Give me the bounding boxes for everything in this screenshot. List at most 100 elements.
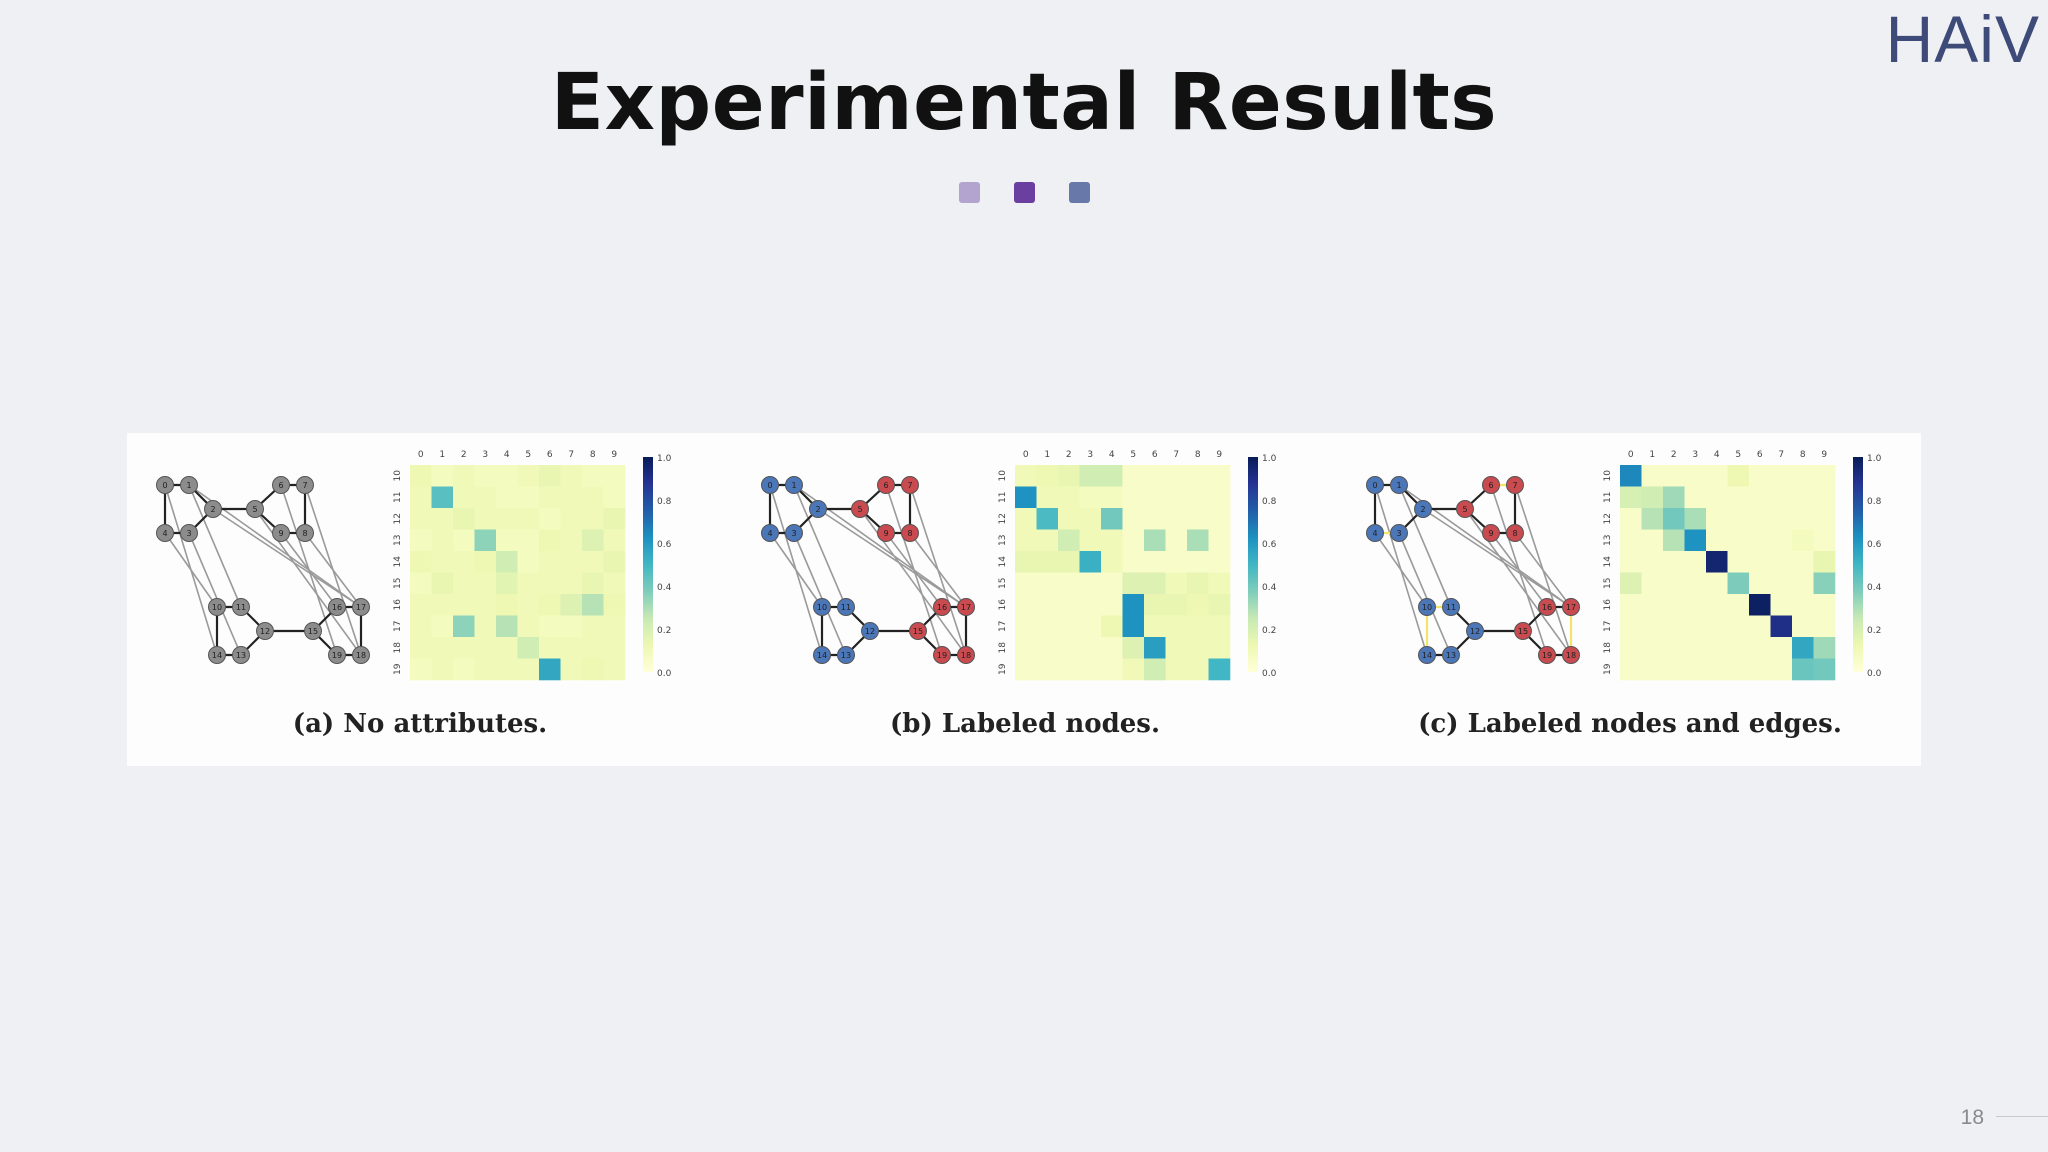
heatmap-cell [431, 529, 454, 552]
heatmap-cell [1187, 465, 1209, 487]
heatmap-cell [1079, 508, 1102, 530]
graph-cross-edge [164, 532, 218, 608]
heatmap-cell [1813, 637, 1836, 659]
heatmap-cell [1663, 551, 1685, 573]
graph-node-0 [1366, 476, 1384, 494]
heatmap-cell [1015, 615, 1037, 638]
graph-node-14 [813, 646, 831, 664]
heatmap-cell [1144, 594, 1166, 616]
heatmap-cell [1813, 486, 1836, 509]
colorbar [643, 457, 653, 672]
graph-node-label: 17 [961, 603, 971, 612]
heatmap-cell [410, 529, 432, 552]
heatmap-cell [1770, 486, 1793, 509]
heatmap-cell [1165, 572, 1188, 595]
colorbar-tick: 0.0 [657, 669, 672, 679]
graph-node-label: 18 [961, 651, 971, 660]
heatmap-cell [560, 615, 583, 638]
heatmap-cell [1187, 658, 1209, 681]
graph-node-6 [1482, 476, 1500, 494]
graph-node-8 [1506, 524, 1524, 542]
heatmap-cell [496, 465, 518, 487]
heatmap-cell [1684, 637, 1707, 659]
graph-node-6 [877, 476, 895, 494]
graph-node-0 [156, 476, 174, 494]
heatmap-x-tick: 0 [1023, 450, 1029, 460]
graph-node-label: 11 [236, 603, 246, 612]
heatmap-cell [1015, 551, 1037, 573]
heatmap-cell [1101, 465, 1123, 487]
heatmap-cell [1058, 594, 1080, 616]
heatmap-y-tick: 10 [998, 470, 1008, 482]
heatmap-cell [431, 615, 454, 638]
heatmap-cell [1641, 465, 1664, 487]
heatmap-cell [474, 615, 497, 638]
heatmap-cell [410, 572, 432, 595]
heatmap-x-tick: 3 [482, 450, 488, 460]
heatmap-cell [410, 594, 432, 616]
heatmap-cell [1036, 594, 1059, 616]
heatmap-cell [1079, 615, 1102, 638]
heatmap-x-tick: 7 [1778, 450, 1784, 460]
heatmap-y-tick: 14 [1603, 556, 1613, 568]
heatmap-cell [1101, 529, 1123, 552]
heatmap-cell [474, 529, 497, 552]
graph-node-3 [180, 524, 198, 542]
graph-node-17 [957, 598, 975, 616]
heatmap-cell [1208, 486, 1231, 509]
heatmap-cell [1706, 594, 1728, 616]
graph-cross-edge [817, 508, 967, 608]
heatmap-y-tick: 16 [1603, 599, 1613, 611]
heatmap-cell [560, 572, 583, 595]
heatmap-cell [1727, 529, 1750, 552]
heatmap-cell [1058, 551, 1080, 573]
graph-node-2 [1414, 500, 1432, 518]
heatmap-x-tick: 9 [611, 450, 617, 460]
heatmap-cell [582, 658, 604, 681]
colorbar-tick: 1.0 [657, 454, 672, 464]
heatmap-cell [1015, 529, 1037, 552]
heatmap-cell [603, 486, 626, 509]
heatmap-x-tick: 2 [1671, 450, 1677, 460]
heatmap-cell [1641, 615, 1664, 638]
heatmap-cell [517, 508, 540, 530]
heatmap-cell [517, 572, 540, 595]
heatmap-cell [1187, 529, 1209, 552]
heatmap-cell [539, 486, 561, 509]
graph-node-5 [1456, 500, 1474, 518]
heatmap-x-tick: 6 [1152, 450, 1158, 460]
heatmap-2: 0 1 2 3 4 5 6 7 8 9101112131415161718191.00.80.60… [1603, 450, 1882, 681]
graph-cross-edge [188, 532, 242, 656]
graph-node-14 [208, 646, 226, 664]
heatmap-cell [1165, 508, 1188, 530]
heatmap-cell [1749, 594, 1771, 616]
heatmap-x-tick: 5 [1130, 450, 1136, 460]
heatmap-cell [1165, 529, 1188, 552]
graph-node-label: 2 [1420, 505, 1425, 514]
heatmap-cell [1101, 594, 1123, 616]
heatmap-cell [1684, 529, 1707, 552]
heatmap-x-tick: 0 [1628, 450, 1634, 460]
heatmap-cell [1663, 508, 1685, 530]
graph-node-label: 8 [1512, 529, 1517, 538]
heatmap-cell [539, 594, 561, 616]
heatmap-y-tick: 19 [998, 663, 1008, 675]
graph-cross-edge [793, 484, 847, 608]
heatmap-cell [1641, 594, 1664, 616]
heatmap-cell [1706, 551, 1728, 573]
heatmap-cell [1165, 637, 1188, 659]
heatmap-cell [539, 658, 561, 681]
heatmap-cell [474, 594, 497, 616]
graph-node-label: 11 [1446, 603, 1456, 612]
colorbar-tick: 0.4 [657, 583, 672, 593]
heatmap-cell [1079, 529, 1102, 552]
heatmap-cell [1620, 508, 1642, 530]
heatmap-cell [1813, 551, 1836, 573]
heatmap-x-tick: 6 [547, 450, 553, 460]
slide-title: Experimental Results [550, 58, 1498, 148]
heatmap-cell [1684, 486, 1707, 509]
colorbar-tick: 0.4 [1867, 583, 1882, 593]
graph-node-label: 3 [186, 529, 191, 538]
graph-node-16 [328, 598, 346, 616]
graph-node-2 [809, 500, 827, 518]
